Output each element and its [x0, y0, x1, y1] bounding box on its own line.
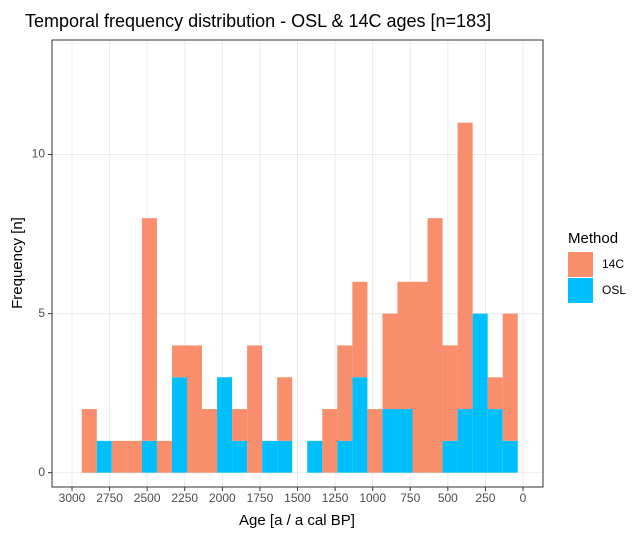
bar [111, 440, 127, 473]
y-tick-label: 5 [38, 306, 45, 320]
bar [277, 377, 293, 441]
bar [81, 409, 97, 473]
bar [96, 440, 112, 473]
bar [412, 281, 428, 473]
legend-label: 14C [602, 257, 624, 271]
bar [322, 409, 338, 473]
bar [442, 345, 458, 441]
bar [307, 440, 323, 473]
bar [457, 409, 473, 473]
bar [472, 313, 488, 473]
legend-label: OSL [602, 283, 626, 297]
bar [397, 281, 413, 410]
x-tick-label: 1500 [284, 491, 311, 505]
bar [202, 409, 218, 473]
x-axis-title: Age [a / a cal BP] [239, 512, 355, 529]
y-tick-label: 10 [32, 147, 46, 161]
x-tick-label: 0 [520, 491, 527, 505]
bar [141, 218, 157, 441]
x-tick-label: 1750 [247, 491, 274, 505]
x-tick-label: 2000 [209, 491, 236, 505]
bar [397, 409, 413, 473]
bar [352, 281, 368, 378]
bar [232, 440, 248, 473]
chart-title: Temporal frequency distribution - OSL & … [25, 11, 491, 31]
y-axis-title: Frequency [n] [9, 217, 26, 309]
bar [232, 409, 248, 441]
bar [262, 440, 278, 473]
bar [217, 377, 233, 473]
bar [382, 313, 398, 410]
bar [427, 218, 443, 473]
bar [352, 377, 368, 473]
x-tick-label: 500 [438, 491, 458, 505]
x-tick-label: 2500 [134, 491, 161, 505]
x-tick-label: 250 [475, 491, 495, 505]
bar [141, 440, 157, 473]
panel-border [51, 39, 544, 488]
bar [442, 440, 458, 473]
bar [247, 345, 263, 473]
legend-title: Method [568, 230, 618, 247]
bar [502, 440, 518, 473]
bar [126, 440, 142, 473]
bar [487, 377, 503, 410]
bar [487, 409, 503, 473]
x-tick-label: 2750 [96, 491, 123, 505]
x-tick-label: 1250 [322, 491, 349, 505]
legend-key [568, 252, 593, 277]
bar [502, 313, 518, 441]
bar [171, 345, 188, 378]
x-tick-label: 3000 [59, 491, 86, 505]
x-tick-label: 1000 [359, 491, 386, 505]
bar [367, 409, 383, 473]
x-tick-label: 750 [400, 491, 420, 505]
bar [457, 122, 473, 410]
bar [277, 440, 293, 473]
x-tick-label: 2250 [171, 491, 198, 505]
bar [337, 345, 353, 441]
bar [337, 440, 353, 473]
bar [187, 345, 203, 473]
legend-key [568, 278, 593, 303]
bar [156, 440, 172, 473]
bar [382, 409, 398, 473]
bar [171, 377, 188, 473]
y-tick-label: 0 [38, 465, 45, 479]
